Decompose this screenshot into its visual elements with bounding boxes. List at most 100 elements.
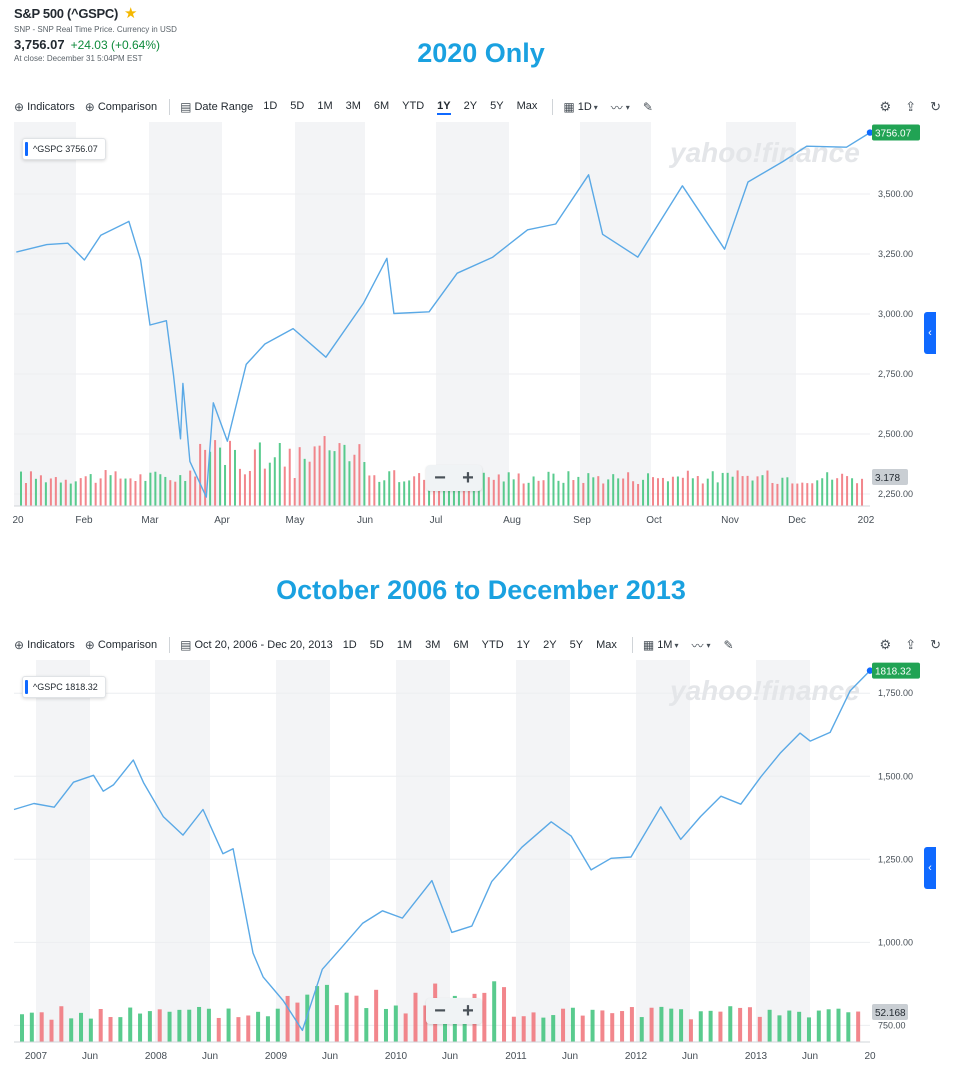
settings-icon[interactable]: ⚙ — [879, 99, 892, 114]
volume-bar — [74, 481, 77, 506]
comparison-button[interactable]: ⊕ Comparison — [84, 638, 158, 652]
price-line[interactable] — [13, 670, 871, 1032]
price-line[interactable] — [16, 132, 871, 498]
volume-bar — [622, 478, 625, 506]
volume-bar — [154, 471, 157, 506]
range-button-3m[interactable]: 3M — [425, 639, 441, 651]
volume-bar — [348, 461, 351, 506]
volume-bar — [303, 458, 306, 506]
zoom-out-button[interactable]: − — [434, 466, 446, 489]
volume-bar — [652, 477, 655, 506]
share-icon[interactable]: ⇪ — [905, 637, 917, 652]
volume-bar — [679, 1009, 684, 1042]
volume-bar — [487, 477, 490, 506]
range-button-1y[interactable]: 1Y — [516, 639, 531, 651]
volume-bar — [108, 1017, 113, 1042]
date-range-button[interactable]: ▤ Date Range — [180, 100, 254, 114]
volume-bar — [467, 479, 470, 506]
share-icon[interactable]: ⇪ — [905, 99, 917, 114]
range-button-1m[interactable]: 1M — [396, 639, 413, 651]
volume-bar — [177, 1009, 182, 1042]
interval-dropdown[interactable]: ▦ 1M ▾ — [642, 638, 679, 652]
bottom-chart[interactable]: 750.00 1,000.00 1,250.00 1,500.00 1,750.00 ya… — [0, 660, 962, 1078]
range-button-5d[interactable]: 5D — [290, 99, 305, 112]
top-legend[interactable]: ^GSPC 3756.07 — [22, 138, 106, 160]
volume-bar — [20, 471, 22, 506]
volume-bar — [206, 1008, 211, 1042]
toolbar-divider — [631, 637, 633, 653]
volume-bar — [482, 472, 485, 506]
volume-bar — [801, 482, 804, 506]
interval-dropdown[interactable]: ▦ 1D ▾ — [563, 100, 598, 114]
volume-bar — [447, 480, 450, 506]
x-tick-label: Jun — [202, 1051, 218, 1062]
volume-bar — [620, 1011, 625, 1042]
star-icon[interactable]: ★ — [124, 5, 138, 22]
zoom-out-button[interactable]: − — [434, 999, 446, 1022]
x-tick-label: Jun — [802, 1051, 818, 1062]
bottom-legend[interactable]: ^GSPC 1818.32 — [22, 676, 106, 698]
range-button-6m[interactable]: 6M — [373, 99, 390, 112]
range-button-5y[interactable]: 5Y — [490, 99, 504, 112]
indicators-button[interactable]: ⊕ Indicators — [14, 638, 75, 652]
volume-bar — [597, 476, 600, 506]
chart-type-dropdown[interactable]: 〰 ▾ — [691, 637, 713, 654]
range-button-5y[interactable]: 5Y — [569, 639, 584, 651]
comparison-button[interactable]: ⊕ Comparison — [84, 100, 158, 114]
volume-bar — [676, 476, 679, 506]
range-button-max[interactable]: Max — [516, 99, 538, 112]
close-note: At close: December 31 5:04PM EST — [14, 54, 143, 63]
range-button-1d[interactable]: 1D — [263, 99, 278, 112]
chevron-down-icon: ▾ — [593, 102, 598, 112]
volume-bar — [383, 1008, 388, 1042]
x-tick-label: 202 — [858, 515, 875, 526]
reset-icon[interactable]: ↻ — [930, 637, 941, 652]
volume-bar — [592, 477, 595, 506]
range-button-max[interactable]: Max — [596, 639, 617, 651]
range-button-1d[interactable]: 1D — [342, 639, 357, 651]
bottom-chart-svg[interactable]: 750.00 1,000.00 1,250.00 1,500.00 1,750.00 ya… — [0, 660, 962, 1078]
range-button-1m[interactable]: 1M — [317, 99, 333, 112]
range-button-ytd[interactable]: YTD — [481, 639, 504, 651]
bottom-side-panel-toggle[interactable]: ‹ — [924, 847, 936, 889]
volume-bar — [224, 464, 227, 506]
top-toolbar: ⊕ Indicators ⊕ Comparison ▤ Date Range 1D 5D… — [14, 96, 949, 118]
range-button-ytd[interactable]: YTD — [402, 99, 425, 112]
volume-bar — [147, 1011, 152, 1042]
volume-bar — [846, 476, 849, 506]
range-button-2y[interactable]: 2Y — [463, 99, 478, 112]
chart-type-dropdown[interactable]: 〰 ▾ — [611, 99, 633, 116]
volume-bar — [661, 477, 664, 506]
volume-bar — [268, 462, 271, 506]
volume-bar — [194, 476, 197, 506]
reset-icon[interactable]: ↻ — [930, 99, 941, 114]
top-side-panel-toggle[interactable]: ‹ — [924, 312, 936, 354]
volume-bar — [99, 478, 102, 506]
volume-bar — [246, 1015, 251, 1042]
zoom-in-button[interactable]: + — [462, 999, 474, 1022]
volume-bar — [856, 1011, 861, 1042]
range-button-5d[interactable]: 5D — [369, 639, 384, 651]
range-button-1y[interactable]: 1Y — [437, 100, 451, 115]
settings-icon[interactable]: ⚙ — [879, 637, 892, 652]
draw-button[interactable]: ✎ — [724, 638, 737, 652]
draw-button[interactable]: ✎ — [643, 100, 656, 114]
range-button-3m[interactable]: 3M — [345, 99, 361, 112]
y-tick-label: 3,250.00 — [878, 249, 913, 259]
pencil-icon: ✎ — [642, 100, 653, 114]
top-chart[interactable]: 2,250.00 2,500.00 2,750.00 3,000.00 3,250.00… — [0, 122, 962, 542]
volume-bar — [741, 476, 744, 506]
indicators-button[interactable]: ⊕ Indicators — [14, 100, 75, 114]
volume-bar — [134, 481, 137, 506]
y-tick-label: 1,750.00 — [878, 688, 913, 698]
zoom-in-button[interactable]: + — [462, 466, 474, 489]
background-band — [396, 660, 450, 1042]
top-chart-svg[interactable]: 2,250.00 2,500.00 2,750.00 3,000.00 3,250.00… — [0, 122, 962, 542]
volume-bar — [561, 1008, 566, 1042]
volume-bar — [418, 473, 421, 506]
date-range-button[interactable]: ▤ Oct 20, 2006 - Dec 20, 2013 — [180, 638, 333, 652]
volume-bar — [747, 1007, 752, 1042]
range-button-2y[interactable]: 2Y — [543, 639, 557, 651]
range-button-6m[interactable]: 6M — [453, 639, 469, 651]
x-tick-label: Jun — [562, 1051, 578, 1062]
